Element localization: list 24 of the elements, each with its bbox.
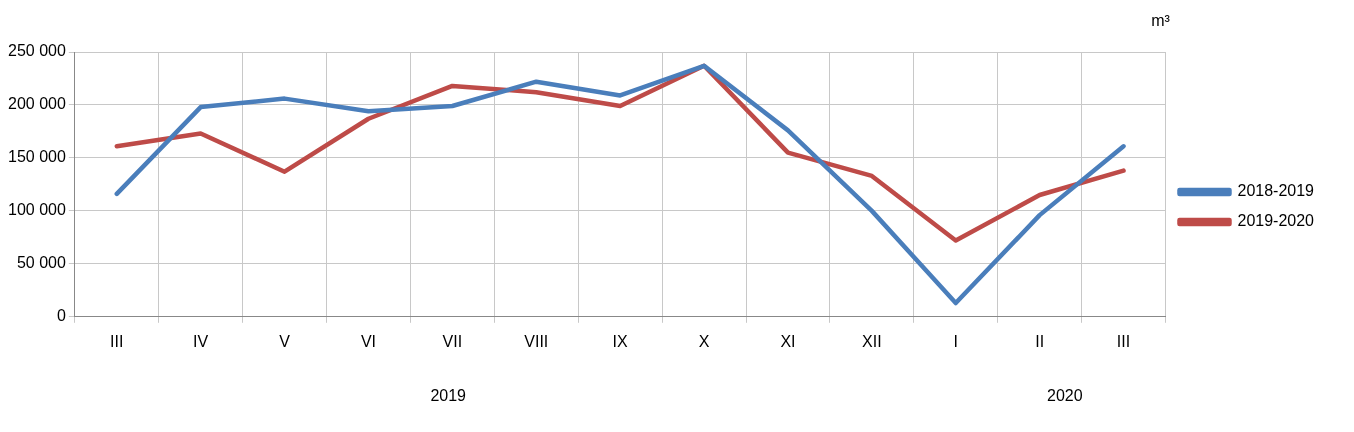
- y-tick-label: 200 000: [7, 95, 66, 113]
- legend-label: 2018-2019: [1237, 182, 1315, 200]
- x-tick-label: IV: [193, 332, 209, 350]
- x-tick-label: XII: [862, 332, 882, 350]
- x-tick-label: I: [953, 332, 958, 350]
- y-tick-label: 100 000: [7, 201, 66, 219]
- y-axis-title: m³: [1151, 12, 1171, 29]
- y-tick-label: 150 000: [7, 148, 66, 166]
- y-tick-label: 250 000: [7, 42, 66, 60]
- text: 2020: [1047, 386, 1083, 404]
- text: 2019: [430, 386, 467, 404]
- x-tick-label: VI: [360, 332, 377, 350]
- x-tick-label: XI: [780, 332, 796, 350]
- legend-label: 2019-2020: [1237, 212, 1315, 230]
- x-tick-label: VII: [442, 332, 463, 350]
- x-tick-label: III: [110, 332, 124, 350]
- x-tick-label: VIII: [524, 332, 549, 350]
- x-tick-label: IX: [612, 332, 629, 350]
- x-tick-label: II: [1035, 332, 1045, 350]
- x-tick-label: X: [698, 332, 710, 350]
- y-tick-label: 50 000: [16, 254, 66, 272]
- y-tick-label: 0: [56, 307, 66, 325]
- x-tick-label: V: [279, 332, 291, 350]
- x-tick-label: III: [1116, 332, 1131, 350]
